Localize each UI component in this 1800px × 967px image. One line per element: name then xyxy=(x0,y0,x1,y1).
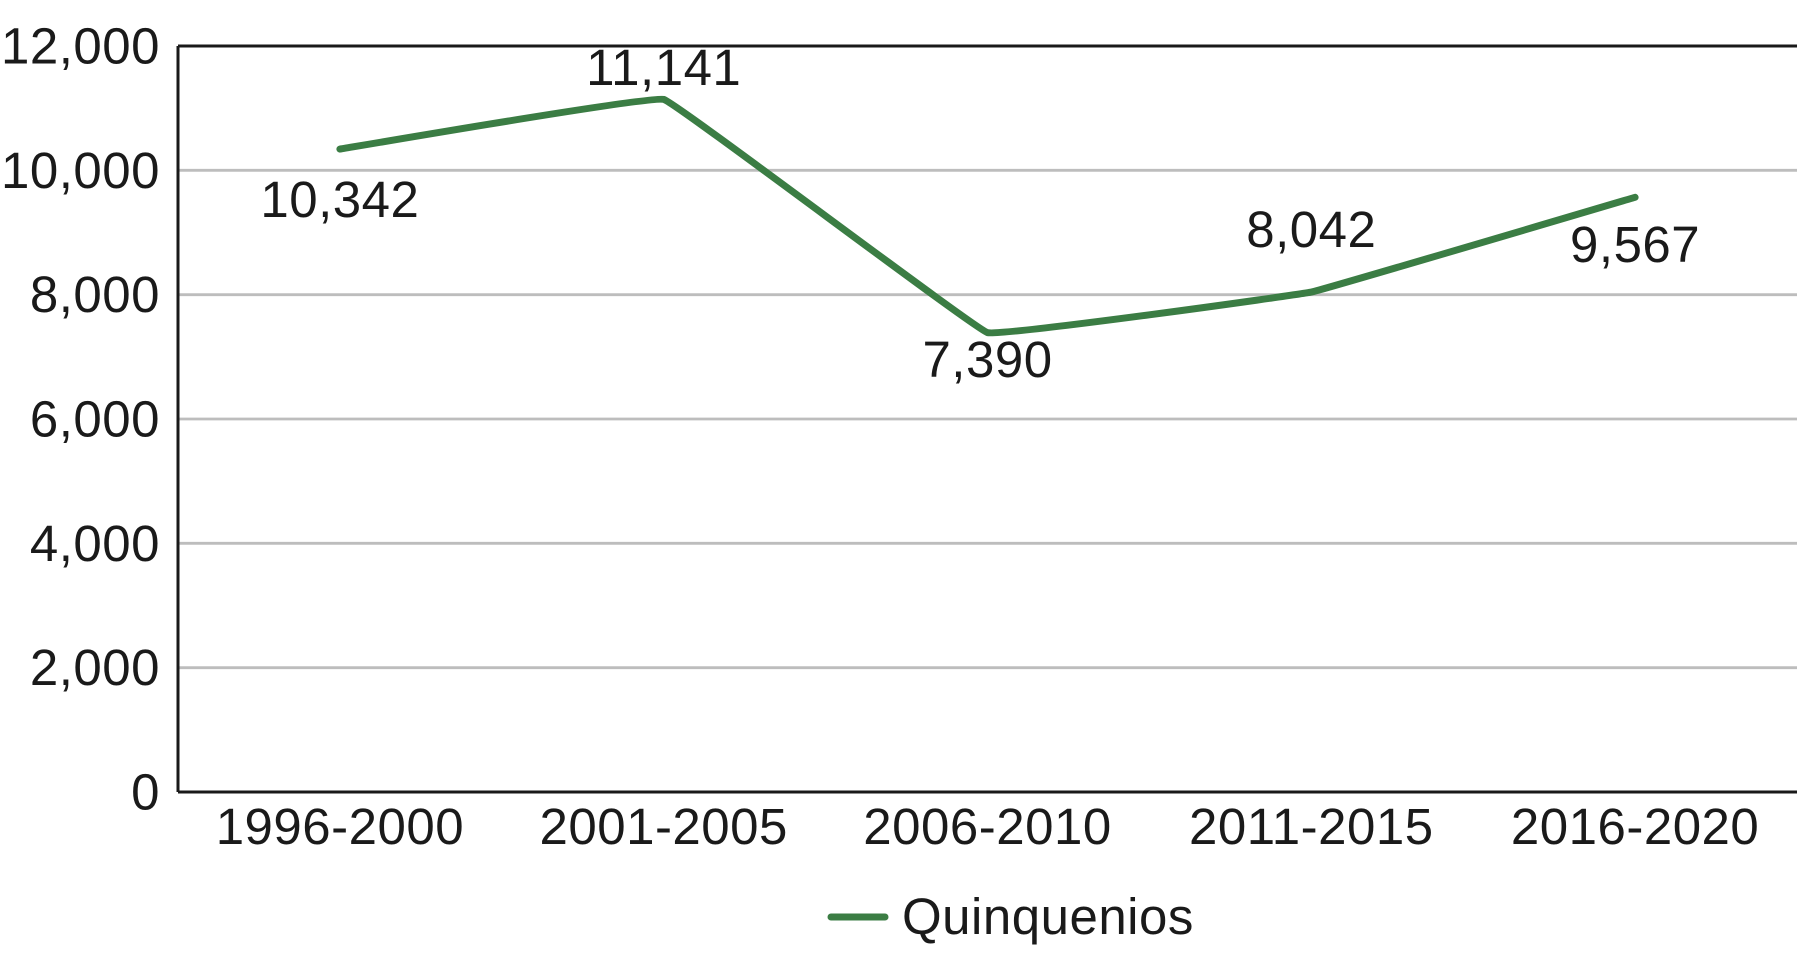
svg-text:2001-2005: 2001-2005 xyxy=(539,798,787,855)
svg-text:2016-2020: 2016-2020 xyxy=(1511,798,1759,855)
svg-text:4,000: 4,000 xyxy=(30,515,160,572)
svg-text:10,000: 10,000 xyxy=(1,142,160,199)
svg-text:9,567: 9,567 xyxy=(1570,216,1700,273)
svg-text:0: 0 xyxy=(131,764,160,821)
svg-text:8,042: 8,042 xyxy=(1246,201,1376,258)
svg-text:2,000: 2,000 xyxy=(30,639,160,696)
svg-text:10,342: 10,342 xyxy=(260,171,419,228)
svg-text:2006-2010: 2006-2010 xyxy=(863,798,1111,855)
svg-text:2011-2015: 2011-2015 xyxy=(1189,798,1434,855)
svg-text:6,000: 6,000 xyxy=(30,391,160,448)
svg-text:7,390: 7,390 xyxy=(922,331,1052,388)
svg-text:Quinquenios: Quinquenios xyxy=(902,888,1194,945)
svg-text:12,000: 12,000 xyxy=(1,18,160,75)
svg-text:11,141: 11,141 xyxy=(586,39,741,96)
svg-text:8,000: 8,000 xyxy=(30,266,160,323)
svg-text:1996-2000: 1996-2000 xyxy=(216,798,464,855)
